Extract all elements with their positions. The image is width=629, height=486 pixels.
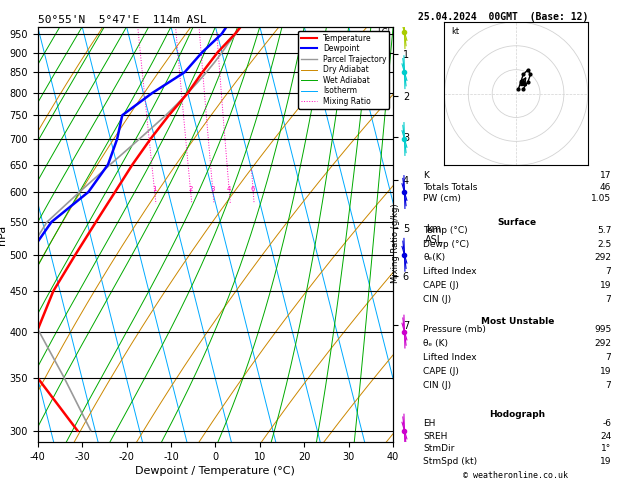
Text: 3: 3 xyxy=(211,186,215,192)
Text: 292: 292 xyxy=(594,253,611,262)
Text: 46: 46 xyxy=(600,183,611,192)
Text: Pressure (mb): Pressure (mb) xyxy=(423,325,486,333)
X-axis label: Dewpoint / Temperature (°C): Dewpoint / Temperature (°C) xyxy=(135,466,296,476)
Y-axis label: km
ASL: km ASL xyxy=(425,224,443,245)
Text: 24: 24 xyxy=(600,432,611,441)
Text: © weatheronline.co.uk: © weatheronline.co.uk xyxy=(464,471,568,480)
Text: Most Unstable: Most Unstable xyxy=(481,317,554,326)
Text: CIN (J): CIN (J) xyxy=(423,382,452,390)
Text: 25.04.2024  00GMT  (Base: 12): 25.04.2024 00GMT (Base: 12) xyxy=(418,12,589,22)
Text: 19: 19 xyxy=(600,367,611,376)
Text: Hodograph: Hodograph xyxy=(489,410,545,419)
Text: 1.05: 1.05 xyxy=(591,194,611,204)
Text: 17: 17 xyxy=(600,171,611,180)
Text: Lifted Index: Lifted Index xyxy=(423,267,477,276)
Text: 19: 19 xyxy=(600,281,611,290)
Text: CIN (J): CIN (J) xyxy=(423,295,452,304)
Text: θₑ (K): θₑ (K) xyxy=(423,339,448,347)
Text: PW (cm): PW (cm) xyxy=(423,194,461,204)
Y-axis label: hPa: hPa xyxy=(0,225,7,244)
Text: Surface: Surface xyxy=(498,218,537,227)
Text: Lifted Index: Lifted Index xyxy=(423,353,477,362)
Text: LCL: LCL xyxy=(377,28,392,36)
Text: 7: 7 xyxy=(606,295,611,304)
Text: CAPE (J): CAPE (J) xyxy=(423,367,459,376)
Text: 1: 1 xyxy=(152,186,157,192)
Text: 6: 6 xyxy=(251,186,255,192)
Text: Mixing Ratio (g/kg): Mixing Ratio (g/kg) xyxy=(391,203,399,283)
Text: Totals Totals: Totals Totals xyxy=(423,183,477,192)
Text: kt: kt xyxy=(452,27,460,36)
Legend: Temperature, Dewpoint, Parcel Trajectory, Dry Adiabat, Wet Adiabat, Isotherm, Mi: Temperature, Dewpoint, Parcel Trajectory… xyxy=(298,31,389,109)
Text: EH: EH xyxy=(423,419,436,428)
Text: 19: 19 xyxy=(600,457,611,466)
Text: SREH: SREH xyxy=(423,432,448,441)
Text: Temp (°C): Temp (°C) xyxy=(423,226,468,235)
Text: -6: -6 xyxy=(603,419,611,428)
Text: 292: 292 xyxy=(594,339,611,347)
Text: 7: 7 xyxy=(606,382,611,390)
Text: StmSpd (kt): StmSpd (kt) xyxy=(423,457,477,466)
Text: 4: 4 xyxy=(227,186,231,192)
Text: CAPE (J): CAPE (J) xyxy=(423,281,459,290)
Text: 5.7: 5.7 xyxy=(597,226,611,235)
Text: 7: 7 xyxy=(606,353,611,362)
Text: 2.5: 2.5 xyxy=(597,240,611,249)
Text: 995: 995 xyxy=(594,325,611,333)
Text: Dewp (°C): Dewp (°C) xyxy=(423,240,470,249)
Text: 50°55'N  5°47'E  114m ASL: 50°55'N 5°47'E 114m ASL xyxy=(38,15,206,25)
Text: 7: 7 xyxy=(606,267,611,276)
Text: K: K xyxy=(423,171,429,180)
Text: 1°: 1° xyxy=(601,444,611,453)
Text: 2: 2 xyxy=(189,186,193,192)
Text: θₑ(K): θₑ(K) xyxy=(423,253,445,262)
Text: StmDir: StmDir xyxy=(423,444,455,453)
